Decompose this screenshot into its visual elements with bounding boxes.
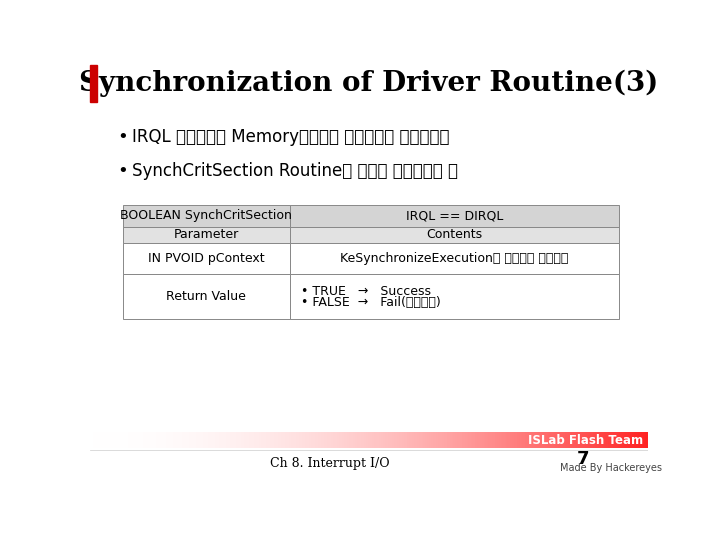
Bar — [90, 65, 97, 102]
Text: KeSynchronizeExecution에 전달되는 컨텍스트: KeSynchronizeExecution에 전달되는 컨텍스트 — [340, 252, 568, 265]
Text: Ch 8. Interrupt I/O: Ch 8. Interrupt I/O — [271, 457, 390, 470]
Text: 7: 7 — [577, 450, 589, 468]
Text: Made By Hackereyes: Made By Hackereyes — [560, 463, 662, 473]
Text: Return Value: Return Value — [166, 290, 246, 303]
Text: • FALSE  →   Fail(오류발생): • FALSE → Fail(오류발생) — [301, 296, 441, 309]
Bar — [290, 274, 618, 319]
Text: •: • — [117, 162, 128, 180]
Bar — [290, 205, 618, 226]
Bar — [122, 226, 290, 244]
Text: IN PVOID pContext: IN PVOID pContext — [148, 252, 264, 265]
Bar — [290, 226, 618, 244]
Text: • TRUE   →   Success: • TRUE → Success — [301, 285, 431, 298]
Text: IRQL == DIRQL: IRQL == DIRQL — [405, 209, 503, 222]
Bar — [122, 205, 290, 226]
Text: ISLab Flash Team: ISLab Flash Team — [528, 434, 644, 447]
Text: •: • — [117, 128, 128, 146]
Text: BOOLEAN SynchCritSection: BOOLEAN SynchCritSection — [120, 209, 292, 222]
Bar — [122, 244, 290, 274]
Text: IRQL 기법에서는 Memory공유등의 상호배재를 해결해야함: IRQL 기법에서는 Memory공유등의 상호배재를 해결해야함 — [132, 128, 449, 146]
Text: Parameter: Parameter — [174, 228, 239, 241]
Text: Synchronization of Driver Routine(3): Synchronization of Driver Routine(3) — [79, 70, 659, 97]
Bar — [290, 244, 618, 274]
Bar — [122, 274, 290, 319]
Text: Contents: Contents — [426, 228, 482, 241]
Text: SynchCritSection Routine을 사용해 자원접근을 함: SynchCritSection Routine을 사용해 자원접근을 함 — [132, 162, 458, 180]
